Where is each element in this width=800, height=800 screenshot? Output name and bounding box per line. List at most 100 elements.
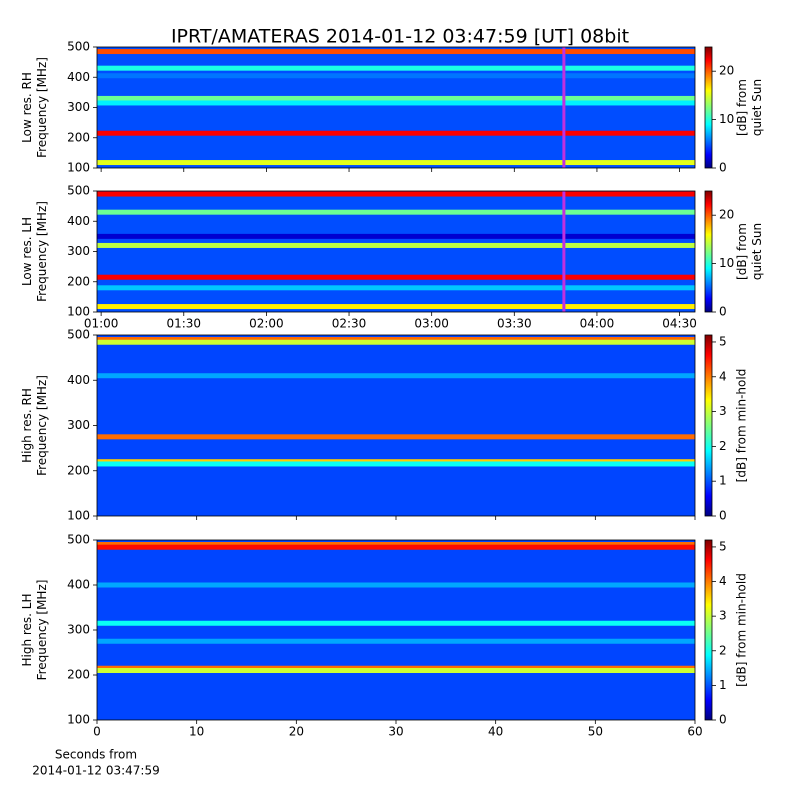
band bbox=[97, 274, 695, 280]
y-tick-label: 500 bbox=[67, 533, 90, 547]
colorbar-label: [dB] from min-hold bbox=[735, 369, 749, 483]
colorbar-frame bbox=[704, 46, 713, 169]
colorbar-frame bbox=[704, 539, 713, 721]
colorbar-label: [dB] from bbox=[735, 79, 749, 136]
band bbox=[97, 668, 695, 673]
x-tick-label: 01:30 bbox=[166, 317, 201, 331]
x-tick-label: 30 bbox=[388, 725, 403, 739]
x-tick-label: 40 bbox=[488, 725, 503, 739]
x-tick-label: 0 bbox=[93, 725, 101, 739]
colorbar bbox=[705, 335, 712, 516]
y-tick-label: 400 bbox=[67, 214, 90, 228]
x-tick-label: 60 bbox=[687, 725, 702, 739]
band bbox=[97, 242, 695, 248]
y-tick-label: 200 bbox=[67, 274, 90, 288]
colorbar-tick-label: 1 bbox=[719, 678, 727, 692]
colorbar-frame bbox=[704, 190, 713, 313]
chart-title: IPRT/AMATERAS 2014-01-12 03:47:59 [UT] 0… bbox=[171, 26, 629, 48]
y-tick-label: 100 bbox=[67, 713, 90, 727]
band bbox=[97, 209, 695, 215]
colorbar-tick-label: 0 bbox=[719, 305, 727, 319]
colorbar-tick-label: 0 bbox=[719, 509, 727, 523]
x-tick-label: 50 bbox=[588, 725, 603, 739]
background bbox=[97, 335, 695, 516]
colorbar-tick-label: 1 bbox=[719, 474, 727, 488]
y-tick-label: 200 bbox=[67, 668, 90, 682]
colorbar-tick-label: 3 bbox=[719, 404, 727, 418]
background bbox=[97, 191, 695, 312]
x-tick-label: 03:00 bbox=[414, 317, 449, 331]
y-tick-label: 500 bbox=[67, 184, 90, 198]
band bbox=[97, 65, 695, 71]
band bbox=[97, 373, 695, 379]
band bbox=[97, 49, 695, 55]
band bbox=[97, 233, 695, 239]
x-tick-label: 10 bbox=[189, 725, 204, 739]
band bbox=[97, 160, 695, 166]
colorbar-frame bbox=[704, 334, 713, 517]
colorbar-tick-label: 10 bbox=[719, 112, 734, 126]
x-tick-label: 01:00 bbox=[84, 317, 119, 331]
colorbar bbox=[705, 540, 712, 720]
band bbox=[97, 191, 695, 197]
colorbar-label: [dB] from min-hold bbox=[735, 573, 749, 687]
colorbar-tick-label: 5 bbox=[719, 334, 727, 348]
x-tick-label: 04:30 bbox=[662, 317, 697, 331]
band bbox=[97, 337, 695, 343]
x-tick-label: 04:00 bbox=[580, 317, 615, 331]
colorbar-tick-label: 20 bbox=[719, 64, 734, 78]
y-axis-label: Low res. RH bbox=[20, 72, 34, 143]
band bbox=[97, 638, 695, 644]
x-tick-label: 02:00 bbox=[249, 317, 284, 331]
band bbox=[97, 100, 695, 106]
colorbar-label: quiet Sun bbox=[750, 223, 764, 280]
band bbox=[97, 542, 695, 547]
y-tick-label: 300 bbox=[67, 418, 90, 432]
x-tick-label: 03:30 bbox=[497, 317, 532, 331]
band bbox=[97, 620, 695, 626]
colorbar bbox=[705, 191, 712, 312]
y-axis-label: Frequency [MHz] bbox=[35, 201, 49, 302]
band bbox=[97, 130, 695, 136]
colorbar-tick-label: 4 bbox=[719, 574, 727, 588]
y-axis-label: Frequency [MHz] bbox=[35, 580, 49, 681]
colorbar-tick-label: 2 bbox=[719, 439, 727, 453]
colorbar-tick-label: 0 bbox=[719, 161, 727, 175]
colorbar-tick-label: 20 bbox=[719, 208, 734, 222]
colorbar-label: quiet Sun bbox=[750, 79, 764, 136]
y-tick-label: 300 bbox=[67, 100, 90, 114]
band bbox=[97, 434, 695, 440]
colorbar-tick-label: 3 bbox=[719, 609, 727, 623]
colorbar-label: [dB] from bbox=[735, 223, 749, 280]
y-axis-label: Frequency [MHz] bbox=[35, 57, 49, 158]
band bbox=[97, 544, 695, 550]
band bbox=[97, 304, 695, 310]
band bbox=[97, 285, 695, 291]
y-tick-label: 100 bbox=[67, 161, 90, 175]
colorbar-tick-label: 5 bbox=[719, 539, 727, 553]
y-axis-label: High res. RH bbox=[20, 388, 34, 463]
colorbar-tick-label: 10 bbox=[719, 256, 734, 270]
colorbar-tick-label: 0 bbox=[719, 713, 727, 727]
y-tick-label: 300 bbox=[67, 244, 90, 258]
y-axis-label: Low res. LH bbox=[20, 217, 34, 286]
y-tick-label: 300 bbox=[67, 623, 90, 637]
x-axis-label: Seconds from bbox=[55, 748, 137, 762]
y-tick-label: 100 bbox=[67, 509, 90, 523]
band bbox=[97, 95, 695, 101]
band bbox=[97, 73, 695, 79]
background bbox=[97, 540, 695, 720]
y-tick-label: 500 bbox=[67, 40, 90, 54]
band bbox=[97, 339, 695, 345]
colorbar-tick-label: 4 bbox=[719, 369, 727, 383]
band bbox=[97, 582, 695, 588]
y-axis-label: Frequency [MHz] bbox=[35, 375, 49, 476]
y-tick-label: 400 bbox=[67, 578, 90, 592]
y-tick-label: 100 bbox=[67, 305, 90, 319]
y-tick-label: 400 bbox=[67, 70, 90, 84]
x-tick-label: 20 bbox=[289, 725, 304, 739]
y-tick-label: 200 bbox=[67, 130, 90, 144]
colorbar-tick-label: 2 bbox=[719, 643, 727, 657]
x-axis-label: 2014-01-12 03:47:59 bbox=[32, 764, 159, 778]
